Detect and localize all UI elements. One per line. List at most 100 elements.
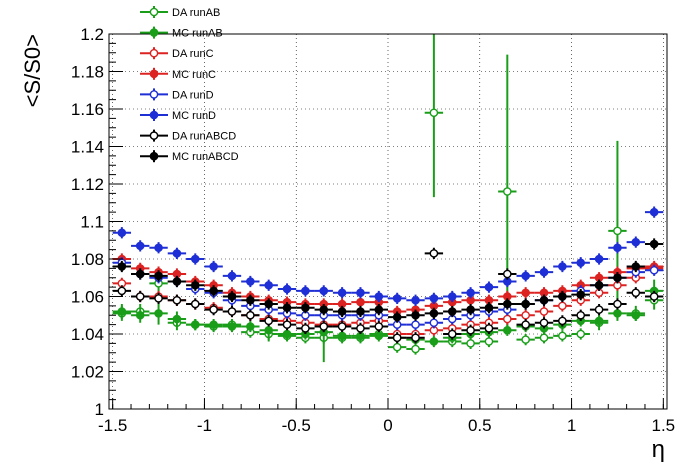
data-point — [117, 307, 127, 316]
y-tick-label: 1.06 — [71, 288, 104, 307]
data-point — [503, 299, 512, 309]
y-axis-title: <S/S0> — [20, 34, 45, 107]
data-point — [301, 286, 310, 296]
data-point — [301, 324, 310, 333]
data-point — [154, 271, 163, 281]
data-point — [411, 333, 420, 343]
data-point — [466, 305, 475, 314]
legend-marker — [149, 7, 159, 17]
data-point — [190, 280, 200, 290]
y-tick-label: 1.16 — [71, 100, 104, 119]
data-point — [374, 292, 384, 301]
data-point — [135, 310, 145, 320]
data-point — [594, 254, 604, 264]
data-point — [319, 305, 329, 314]
data-point — [539, 307, 549, 316]
legend-item: DA runAB — [140, 6, 220, 19]
data-point — [613, 243, 622, 253]
y-tick-label: 1.04 — [71, 325, 104, 344]
y-tick-label: 1.08 — [71, 250, 104, 269]
x-tick-label: 0.5 — [468, 416, 492, 435]
data-point — [521, 310, 530, 320]
data-point — [117, 286, 127, 296]
data-point — [246, 310, 255, 320]
x-tick-label: -1 — [197, 416, 212, 435]
data-point — [539, 267, 549, 277]
x-tick-label: 1 — [567, 416, 576, 435]
data-point — [154, 243, 163, 253]
data-point — [484, 324, 494, 333]
data-point — [374, 331, 384, 341]
data-point — [117, 262, 127, 271]
y-tick-label: 1.12 — [71, 175, 104, 194]
data-point — [356, 288, 365, 298]
data-point — [613, 226, 622, 236]
data-point — [392, 312, 402, 322]
legend-marker — [149, 48, 159, 58]
data-point — [135, 292, 145, 301]
data-point — [447, 292, 457, 301]
data-point — [649, 239, 659, 249]
data-point — [411, 320, 420, 329]
data-point — [594, 280, 604, 290]
data-point — [319, 322, 329, 331]
legend-item: DA runABCD — [140, 129, 236, 143]
data-point — [429, 337, 439, 346]
data-point — [411, 310, 420, 320]
data-point — [539, 333, 549, 343]
data-point — [558, 301, 567, 311]
data-point — [558, 316, 567, 326]
data-point — [631, 310, 641, 320]
data-point — [539, 318, 549, 328]
data-point — [558, 292, 567, 301]
data-point — [631, 288, 641, 298]
data-point — [521, 271, 530, 281]
data-point — [337, 331, 347, 341]
legend-label: MC runC — [172, 69, 216, 81]
legend-label: MC runABCD — [172, 151, 239, 163]
legend-marker — [149, 151, 159, 161]
data-point — [264, 280, 273, 290]
data-point — [503, 314, 512, 324]
data-point — [392, 333, 402, 343]
data-point — [484, 337, 494, 346]
data-point — [503, 269, 512, 279]
data-point — [594, 316, 604, 326]
data-point — [521, 288, 530, 298]
tick-labels: -1.5 -1 -0.5 0 0.5 1 1.5 1 1.02 1.04 1.06 1.08 1.1 1.… — [71, 25, 675, 435]
data-point — [301, 303, 310, 313]
data-point — [172, 314, 182, 324]
data-point — [190, 299, 200, 309]
legend-item: DA runD — [140, 88, 214, 101]
y-tick-label: 1.14 — [71, 138, 104, 157]
data-point — [356, 307, 365, 316]
data-point — [190, 254, 200, 264]
data-point — [576, 329, 586, 339]
data-point — [411, 295, 420, 305]
data-point — [392, 342, 402, 352]
data-point — [374, 322, 384, 331]
data-point — [209, 286, 218, 296]
data-point — [282, 284, 292, 294]
data-point — [117, 228, 127, 238]
data-point — [411, 344, 420, 354]
data-point — [429, 318, 439, 328]
legend-label: DA runABCD — [172, 131, 236, 143]
data-point — [429, 309, 439, 318]
data-point — [649, 207, 659, 217]
data-point — [539, 295, 549, 305]
data-point — [521, 299, 530, 309]
y-tick-label: 1.2 — [80, 25, 104, 44]
data-point — [246, 295, 255, 305]
data-point — [429, 108, 439, 118]
data-point — [227, 292, 237, 301]
data-point — [649, 265, 659, 275]
data-point — [337, 307, 347, 316]
data-point — [576, 290, 586, 299]
y-tick-label: 1.1 — [80, 213, 104, 232]
series-mc-runabcd — [112, 238, 664, 323]
data-point — [466, 325, 475, 335]
data-point — [631, 262, 641, 271]
x-tick-label: -1.5 — [98, 416, 127, 435]
